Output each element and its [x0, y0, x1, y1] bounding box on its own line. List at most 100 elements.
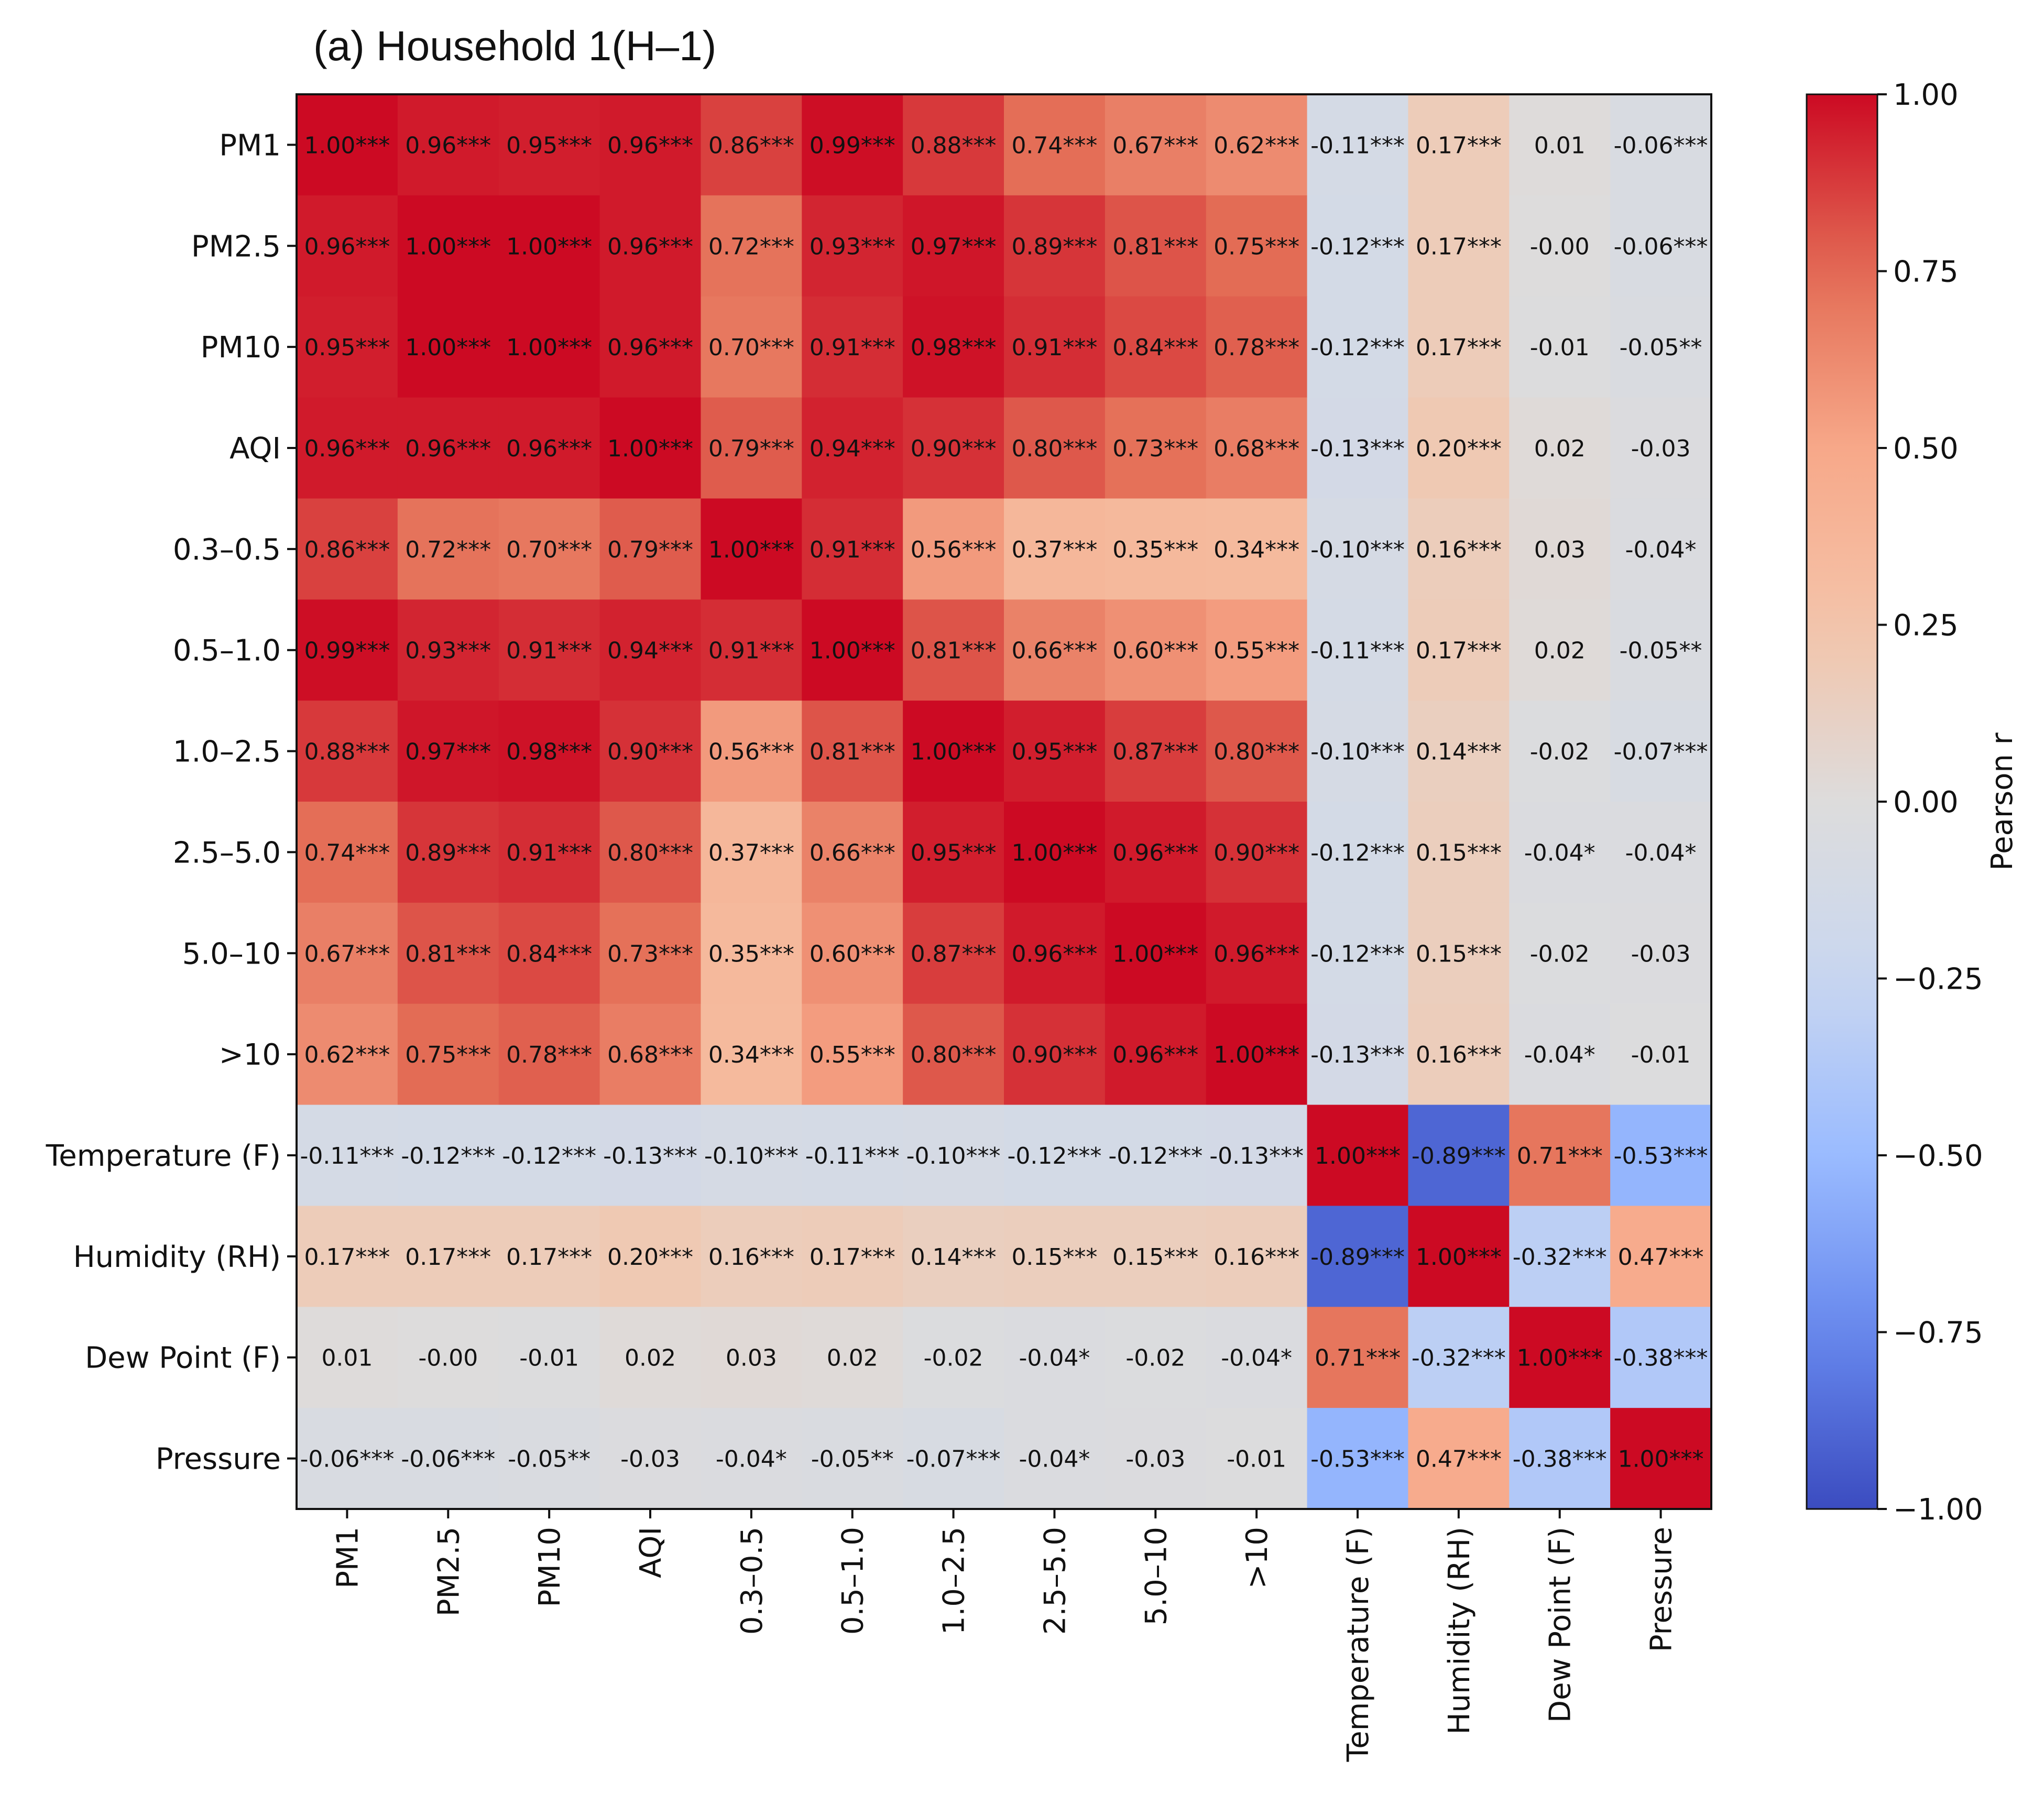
- cell-annotation-r8-c8: 1.00***: [1112, 940, 1198, 967]
- cell-annotation-r7-c7: 1.00***: [1011, 839, 1097, 866]
- cell-annotation-r1-c8: 0.81***: [1112, 233, 1198, 260]
- heatmap-cell-r13-c11: [1408, 1408, 1510, 1509]
- y-tick-label: 0.3–0.5: [173, 533, 281, 567]
- heatmap-cell-r13-c2: [498, 1408, 600, 1509]
- heatmap-cell-r9-c3: [599, 1003, 702, 1106]
- x-tick-label: 0.3–0.5: [735, 1527, 769, 1635]
- heatmap-cell-r13-c10: [1307, 1408, 1409, 1509]
- cell-annotation-r4-c3: 0.79***: [607, 537, 693, 563]
- cell-annotation-r9-c9: 1.00***: [1214, 1042, 1299, 1068]
- cell-annotation-r8-c0: 0.67***: [304, 940, 390, 967]
- heatmap-cell-r5-c10: [1307, 599, 1409, 701]
- cell-annotation-r1-c9: 0.75***: [1214, 233, 1299, 260]
- heatmap-cell-r2-c0: [297, 296, 398, 398]
- heatmap-cell-r4-c12: [1509, 498, 1611, 600]
- cell-annotation-r10-c10: 1.00***: [1315, 1143, 1401, 1169]
- cell-annotation-r4-c6: 0.56***: [911, 537, 997, 563]
- heatmap-cell-r6-c12: [1509, 701, 1611, 802]
- cell-annotation-r13-c4: -0.04*: [716, 1446, 787, 1473]
- colorbar: [1806, 93, 1878, 1510]
- heatmap-cell-r2-c9: [1206, 296, 1308, 398]
- cell-annotation-r1-c11: 0.17***: [1416, 233, 1502, 260]
- colorbar-tick-label: 0.75: [1893, 255, 1959, 289]
- heatmap-cell-r10-c4: [701, 1104, 802, 1207]
- heatmap-cell-r4-c2: [498, 498, 600, 600]
- heatmap-cell-r7-c5: [802, 802, 903, 903]
- heatmap-cell-r4-c8: [1105, 498, 1207, 600]
- heatmap-cell-r8-c6: [903, 902, 1004, 1004]
- cell-annotation-r0-c2: 0.95***: [506, 132, 592, 159]
- cell-annotation-r4-c4: 1.00***: [708, 537, 794, 563]
- heatmap-cell-r7-c8: [1105, 802, 1207, 903]
- cell-annotation-r10-c11: -0.89***: [1412, 1143, 1506, 1169]
- cell-annotation-r2-c9: 0.78***: [1214, 334, 1299, 361]
- heatmap-cell-r10-c6: [903, 1104, 1004, 1207]
- cell-annotation-r12-c4: 0.03: [726, 1345, 777, 1372]
- cell-annotation-r0-c3: 0.96***: [607, 132, 693, 159]
- heatmap-cell-r6-c0: [297, 701, 398, 802]
- heatmap-cell-r2-c2: [498, 296, 600, 398]
- cell-annotation-r4-c13: -0.04*: [1625, 537, 1697, 563]
- heatmap-cell-r13-c7: [1004, 1408, 1106, 1509]
- cell-annotation-r1-c4: 0.72***: [708, 233, 794, 260]
- heatmap-cell-r3-c13: [1610, 397, 1712, 499]
- heatmap-cell-r0-c9: [1206, 94, 1308, 196]
- heatmap-cell-r6-c11: [1408, 701, 1510, 802]
- cell-annotation-r5-c0: 0.99***: [304, 638, 390, 664]
- colorbar-label: Pearson r: [1985, 732, 2019, 870]
- cell-annotation-r10-c1: -0.12***: [401, 1143, 495, 1169]
- cell-annotation-r2-c0: 0.95***: [304, 334, 390, 361]
- heatmap-cell-r11-c0: [297, 1206, 398, 1307]
- heatmap-cell-r5-c12: [1509, 599, 1611, 701]
- heatmap-cell-r13-c1: [397, 1408, 499, 1509]
- cell-annotation-r13-c12: -0.38***: [1513, 1446, 1607, 1473]
- heatmap-cell-r0-c6: [903, 94, 1004, 196]
- cell-annotation-r5-c9: 0.55***: [1214, 638, 1299, 664]
- cell-annotation-r7-c10: -0.12***: [1310, 839, 1405, 866]
- heatmap-cell-r6-c6: [903, 701, 1004, 802]
- cell-annotation-r4-c1: 0.72***: [405, 537, 491, 563]
- heatmap-cell-r2-c11: [1408, 296, 1510, 398]
- cell-annotation-r9-c11: 0.16***: [1416, 1042, 1502, 1068]
- cell-annotation-r13-c0: -0.06***: [300, 1446, 394, 1473]
- cell-annotation-r12-c6: -0.02: [924, 1345, 983, 1372]
- heatmap-cell-r3-c9: [1206, 397, 1308, 499]
- y-tick-label: >10: [219, 1038, 281, 1072]
- heatmap-cell-r4-c4: [701, 498, 802, 600]
- heatmap-cell-r4-c7: [1004, 498, 1106, 600]
- cell-annotation-r9-c10: -0.13***: [1310, 1042, 1405, 1068]
- cell-annotation-r10-c8: -0.12***: [1108, 1143, 1203, 1169]
- heatmap-cell-r2-c6: [903, 296, 1004, 398]
- cell-annotation-r10-c3: -0.13***: [603, 1143, 697, 1169]
- heatmap-cell-r2-c10: [1307, 296, 1409, 398]
- cell-annotation-r4-c12: 0.03: [1534, 537, 1586, 563]
- cell-annotation-r11-c11: 1.00***: [1416, 1244, 1502, 1271]
- heatmap-cell-r3-c7: [1004, 397, 1106, 499]
- heatmap-cell-r9-c8: [1105, 1003, 1207, 1106]
- heatmap-cell-r6-c13: [1610, 701, 1712, 802]
- heatmap-cell-r5-c0: [297, 599, 398, 701]
- cell-annotation-r4-c7: 0.37***: [1011, 537, 1097, 563]
- cell-annotation-r11-c6: 0.14***: [911, 1244, 997, 1271]
- heatmap-cell-r6-c1: [397, 701, 499, 802]
- cell-annotation-r2-c7: 0.91***: [1011, 334, 1097, 361]
- heatmap-cell-r0-c2: [498, 94, 600, 196]
- heatmap-cell-r7-c13: [1610, 802, 1712, 903]
- colorbar-ticks: 1.00 0.75 0.50 0.25 0.00 −0.25 −0.50 −0.75 −1.00: [1877, 78, 1983, 1527]
- y-tick-label: 1.0–2.5: [173, 735, 281, 769]
- heatmap-cell-r5-c11: [1408, 599, 1510, 701]
- heatmap-cell-r12-c1: [397, 1307, 499, 1408]
- cell-annotation-r11-c2: 0.17***: [506, 1244, 592, 1271]
- heatmap-cell-r4-c5: [802, 498, 903, 600]
- heatmap-cell-r10-c8: [1105, 1104, 1207, 1207]
- cell-annotation-r2-c13: -0.05**: [1620, 334, 1702, 361]
- heatmap-cell-r11-c8: [1105, 1206, 1207, 1307]
- cell-annotation-r2-c6: 0.98***: [911, 334, 997, 361]
- heatmap-cell-r10-c10: [1307, 1104, 1409, 1207]
- heatmap-cell-r0-c1: [397, 94, 499, 196]
- heatmap-cell-r3-c8: [1105, 397, 1207, 499]
- x-tick-label: 1.0–2.5: [937, 1527, 971, 1635]
- heatmap-cell-r11-c13: [1610, 1206, 1712, 1307]
- heatmap-cell-r2-c7: [1004, 296, 1106, 398]
- cell-annotation-r8-c12: -0.02: [1530, 940, 1590, 967]
